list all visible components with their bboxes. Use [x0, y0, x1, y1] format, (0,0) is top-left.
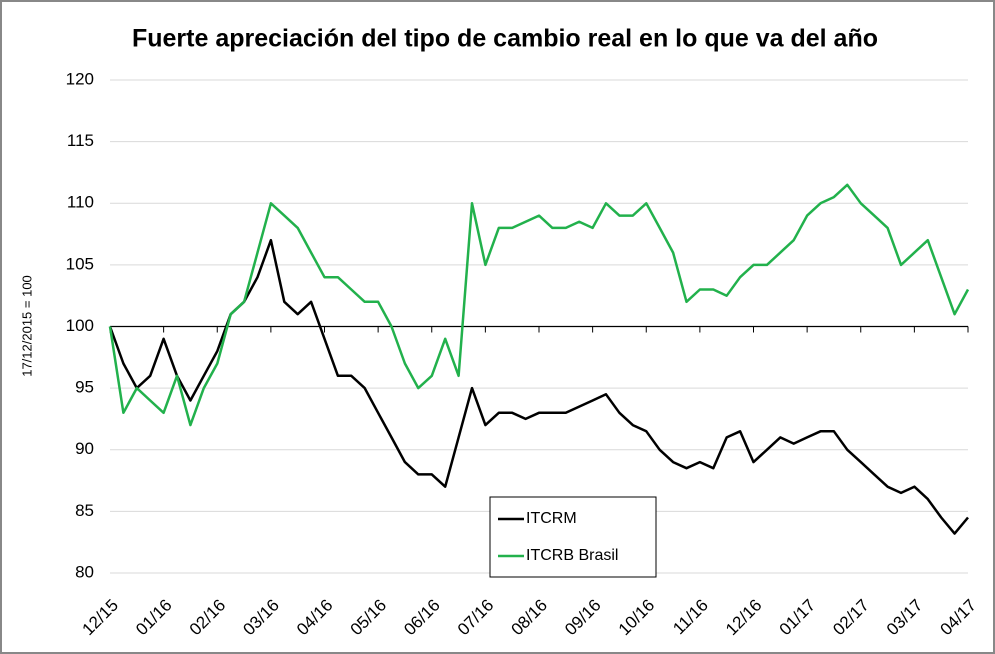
y-tick-label: 120 — [66, 69, 94, 88]
chart-title: Fuerte apreciación del tipo de cambio re… — [132, 25, 878, 53]
y-tick-label: 90 — [75, 439, 94, 458]
y-tick-label: 105 — [66, 254, 94, 273]
y-tick-label: 110 — [67, 193, 94, 212]
series-line — [108, 238, 969, 535]
y-tick-label: 85 — [75, 501, 94, 520]
series-line — [108, 183, 970, 427]
legend-box — [489, 496, 657, 578]
legend-label: ITCRM — [526, 510, 577, 527]
y-tick-label: 95 — [75, 378, 94, 397]
y-tick-label: 80 — [75, 562, 94, 581]
y-tick-label: 100 — [66, 316, 94, 335]
y-axis-title: 17/12/2015 = 100 — [19, 275, 34, 377]
y-tick-label: 115 — [67, 131, 94, 150]
legend-label: ITCRB Brasil — [526, 547, 618, 564]
